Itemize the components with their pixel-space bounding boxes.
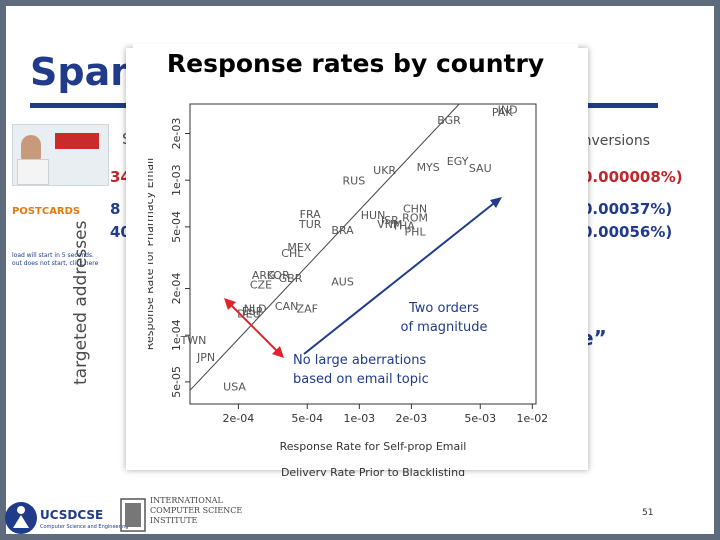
annotation-aberrations-line-2: based on email topic <box>293 372 429 387</box>
annotation-orders-line-2: of magnitude <box>401 320 488 335</box>
x-axis-label: Response Rate for Self-prop Email <box>280 440 467 453</box>
x-tick-label: 2e-04 <box>223 412 255 425</box>
x-tick-label: 1e-03 <box>343 412 375 425</box>
row1-right-value: 0.000008%) <box>582 168 683 186</box>
country-point-egy: EGY <box>447 155 469 168</box>
pharmacy-site-thumbnail <box>12 124 109 186</box>
country-point-chl: CHL <box>281 247 304 260</box>
scatter-chart: 2e-04 5e-04 1e-03 2e-03 5e-03 1e-02 5e-05 1e-04… <box>148 84 580 476</box>
diagonal-reference-line <box>189 103 460 391</box>
doctor-coat-image <box>17 159 49 185</box>
y-tick-label: 2e-03 <box>170 118 183 150</box>
row3-right-value: 0.00056%) <box>582 223 673 241</box>
ucsd-logo-icon <box>4 500 38 536</box>
country-point-fra: FRA <box>300 208 322 221</box>
icsi-logo-text: INTERNATIONAL COMPUTER SCIENCE INSTITUTE <box>150 496 242 526</box>
ucsd-logo-subtext: Computer Science and Engineering <box>40 524 129 530</box>
x-axis-label-secondary: Delivery Rate Prior to Blacklisting <box>281 466 465 476</box>
country-point-zaf: ZAF <box>297 303 318 316</box>
chart-title: Response rates by country <box>133 44 578 84</box>
x-tick-label: 5e-03 <box>464 412 496 425</box>
pharmacy-badge-image <box>55 133 99 149</box>
row3-left-value: 40 <box>110 223 131 241</box>
country-point-mys: MYS <box>417 161 440 174</box>
x-tick-label: 2e-03 <box>396 412 428 425</box>
row1-left-value: 34 <box>110 168 131 186</box>
red-arrowhead-bottom <box>272 346 284 358</box>
country-point-chn: CHN <box>403 202 427 215</box>
country-point-bgr: BGR <box>437 114 461 127</box>
country-point-twn: TWN <box>180 334 207 347</box>
y-axis-label: Response Rate for Pharmacy Email <box>148 158 156 350</box>
country-point-isr: ISR <box>381 214 399 227</box>
x-tick-label: 1e-02 <box>516 412 548 425</box>
country-point-jpn: JPN <box>196 351 215 364</box>
icsi-logo-icon <box>120 498 146 532</box>
country-point-pak: PAK <box>492 106 513 119</box>
y-tick-label: 5e-04 <box>170 211 183 243</box>
country-point-can: CAN <box>275 300 298 313</box>
country-point-esp: ESP <box>242 305 263 318</box>
row2-right-value: 0.00037%) <box>582 200 673 218</box>
annotation-aberrations-line-1: No large aberrations <box>293 353 426 368</box>
plot-frame <box>189 103 537 405</box>
y-tick-label: 2e-04 <box>170 273 183 305</box>
country-point-ind: IND <box>498 103 518 116</box>
red-arrowhead-top <box>224 298 236 310</box>
country-point-vnm: VNM <box>377 218 402 231</box>
blue-arrowhead <box>490 197 502 208</box>
y-tick-label: 5e-05 <box>170 366 183 398</box>
country-point-tur: TUR <box>298 218 322 231</box>
annotation-orders-line-1: Two orders <box>408 301 479 316</box>
scatter-plot-svg: 2e-04 5e-04 1e-03 2e-03 5e-03 1e-02 5e-05 1e-04… <box>148 103 548 476</box>
red-arrow-shaft <box>227 301 281 355</box>
country-point-aus: AUS <box>331 275 354 288</box>
postcard-brand: POSTCARDS <box>12 206 81 217</box>
country-point-rus: RUS <box>343 174 366 187</box>
country-point-kor: KOR <box>267 269 290 282</box>
country-point-gbr: GBR <box>279 272 303 285</box>
y-tick-label: 1e-03 <box>170 164 183 196</box>
x-tick-label: 5e-04 <box>291 412 323 425</box>
country-point-ukr: UKR <box>373 164 396 177</box>
country-point-hun: HUN <box>361 209 386 222</box>
row2-left-value: 8 <box>110 200 121 218</box>
doctor-face-image <box>21 135 41 161</box>
icsi-line-3: INSTITUTE <box>150 516 198 525</box>
country-point-mex: MEX <box>287 241 311 254</box>
y-tick-label: 1e-04 <box>170 319 183 351</box>
country-point-sau: SAU <box>469 162 492 175</box>
targeted-addresses-label: targeted addresses <box>71 220 91 385</box>
icsi-line-2: COMPUTER SCIENCE <box>150 506 243 515</box>
page-number: 51 <box>642 508 654 518</box>
country-point-bra: BRA <box>331 224 354 237</box>
country-point-cze: CZE <box>250 279 272 292</box>
postcard-note: load will start in 5 seconds. out does n… <box>12 252 99 267</box>
footer: UCSDCSE Computer Science and Engineering… <box>0 480 720 540</box>
conversions-header: onversions <box>574 133 651 149</box>
ucsd-logo-text: UCSDCSE <box>40 508 104 522</box>
country-point-arg: ARG <box>252 269 276 282</box>
icsi-line-1: INTERNATIONAL <box>150 496 223 505</box>
country-point-nld: NLD <box>244 303 267 316</box>
blue-arrow-shaft <box>303 199 499 355</box>
country-point-phl: PHL <box>405 225 427 238</box>
country-point-rom: ROM <box>402 212 428 225</box>
country-point-tha: THA <box>391 220 415 233</box>
country-point-usa: USA <box>223 380 246 393</box>
